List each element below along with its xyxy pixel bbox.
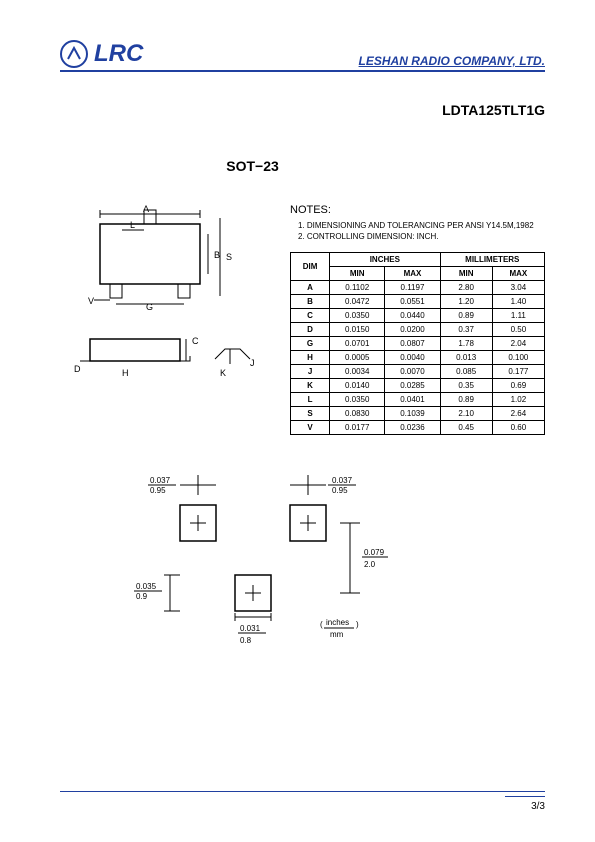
table-row: H0.00050.00400.0130.100 (291, 351, 545, 365)
package-type: SOT−23 (0, 158, 545, 174)
table-subheader: MAX (492, 267, 544, 281)
dim-label-B: B (214, 250, 220, 260)
page-number: 3/3 (505, 796, 545, 812)
table-row: V0.01770.02360.450.60 (291, 421, 545, 435)
table-row: S0.08300.10392.102.64 (291, 407, 545, 421)
dim-label-H: H (122, 368, 129, 378)
notes-title: NOTES: (290, 204, 545, 216)
logo-area: LRC (60, 40, 143, 68)
logo-text: LRC (94, 40, 143, 68)
table-row: B0.04720.05511.201.40 (291, 295, 545, 309)
svg-text:0.9: 0.9 (136, 592, 148, 601)
table-row: K0.01400.02850.350.69 (291, 379, 545, 393)
dimensions-table: DIM INCHES MILLIMETERS MIN MAX MIN MAX A… (290, 252, 545, 435)
package-outline-diagram: A L B S V G C D H (60, 204, 260, 435)
svg-text:inches: inches (326, 618, 349, 627)
table-row: D0.01500.02000.370.50 (291, 323, 545, 337)
dim-label-S: S (226, 252, 232, 262)
svg-text:): ) (356, 620, 359, 629)
company-name: LESHAN RADIO COMPANY, LTD. (359, 54, 545, 68)
dim-label-K: K (220, 368, 226, 378)
svg-text:0.8: 0.8 (240, 636, 252, 645)
dim-label-D: D (74, 364, 81, 374)
svg-text:0.037: 0.037 (150, 476, 171, 485)
footer-rule (60, 791, 545, 792)
svg-text:mm: mm (330, 630, 344, 639)
table-subheader: MIN (440, 267, 492, 281)
svg-text:0.031: 0.031 (240, 624, 261, 633)
logo-icon (60, 40, 88, 68)
table-row: C0.03500.04400.891.11 (291, 309, 545, 323)
dim-label-C: C (192, 336, 199, 346)
svg-text:0.95: 0.95 (332, 486, 348, 495)
table-header: MILLIMETERS (440, 253, 544, 267)
dim-label-A: A (143, 204, 149, 214)
dim-label-V: V (88, 296, 94, 306)
svg-text:(: ( (320, 620, 323, 629)
note-item: 1. DIMENSIONING AND TOLERANCING PER ANSI… (298, 220, 545, 231)
table-row: L0.03500.04010.891.02 (291, 393, 545, 407)
page-header: LRC LESHAN RADIO COMPANY, LTD. (60, 40, 545, 72)
table-row: A0.11020.11972.803.04 (291, 281, 545, 295)
notes-list: 1. DIMENSIONING AND TOLERANCING PER ANSI… (290, 220, 545, 242)
table-row: J0.00340.00700.0850.177 (291, 365, 545, 379)
table-subheader: MAX (385, 267, 440, 281)
land-pattern-diagram: 0.037 0.95 0.037 0.95 0.079 2.0 0.035 0.… (120, 465, 545, 650)
svg-text:0.95: 0.95 (150, 486, 166, 495)
table-header: INCHES (330, 253, 441, 267)
svg-text:0.035: 0.035 (136, 582, 157, 591)
svg-text:2.0: 2.0 (364, 560, 376, 569)
part-number: LDTA125TLT1G (60, 102, 545, 118)
dim-label-J: J (250, 358, 255, 368)
table-subheader: MIN (330, 267, 385, 281)
note-item: 2. CONTROLLING DIMENSION: INCH. (298, 231, 545, 242)
svg-text:0.079: 0.079 (364, 548, 385, 557)
table-row: G0.07010.08071.782.04 (291, 337, 545, 351)
dim-label-L: L (130, 220, 135, 230)
svg-text:0.037: 0.037 (332, 476, 353, 485)
table-header: DIM (291, 253, 330, 281)
